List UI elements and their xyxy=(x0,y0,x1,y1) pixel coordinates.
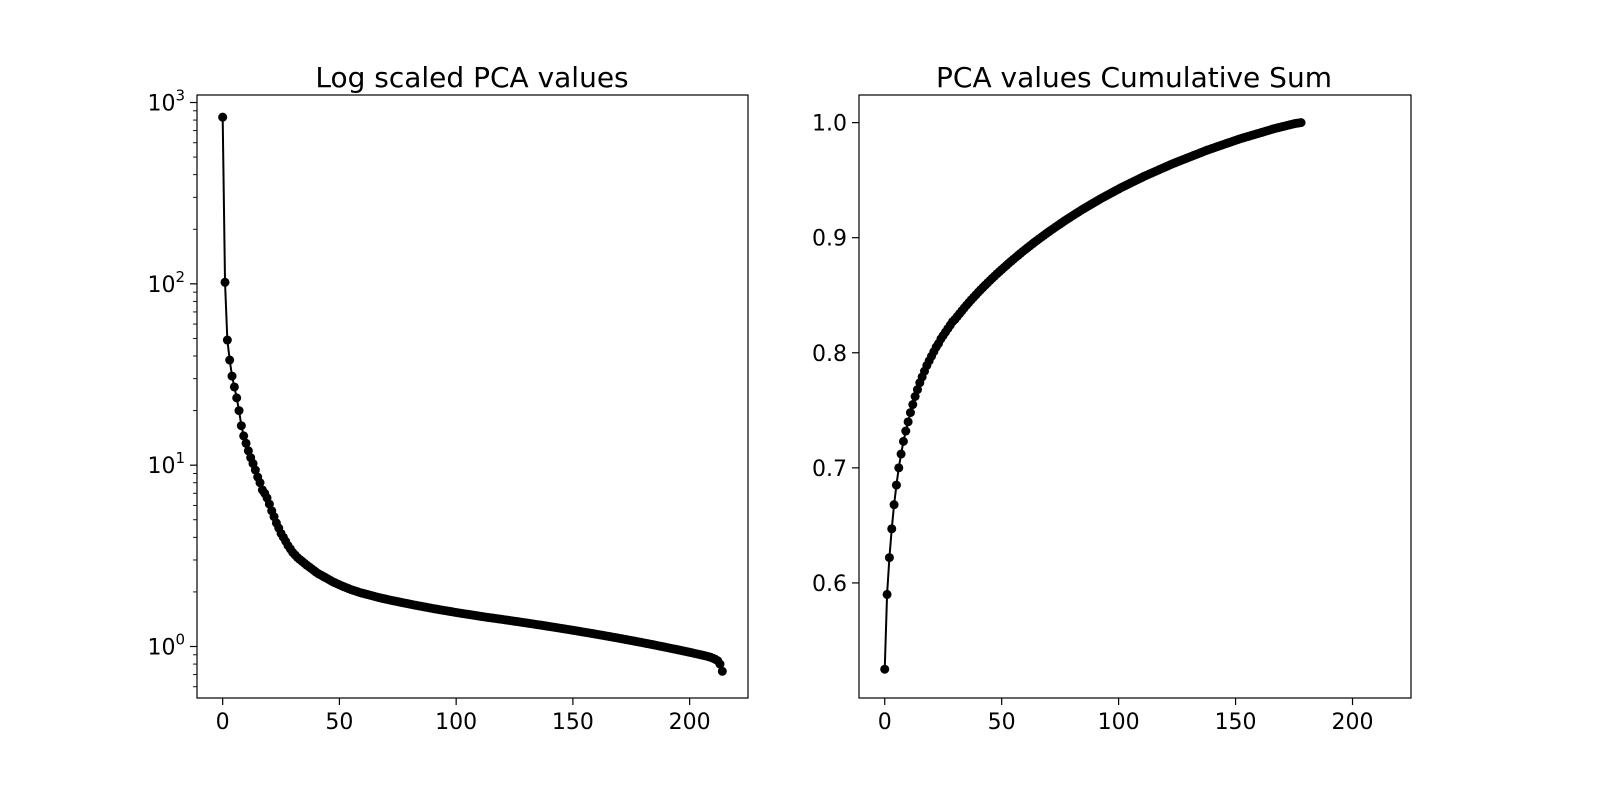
series-line xyxy=(223,117,723,671)
x-tick-label: 0 xyxy=(878,710,892,735)
data-point xyxy=(885,553,894,562)
data-point xyxy=(237,421,246,430)
data-point xyxy=(1297,118,1306,127)
y-tick-label: 1.0 xyxy=(812,112,847,137)
data-point xyxy=(906,408,915,417)
chart-title: Log scaled PCA values xyxy=(315,61,628,94)
y-axis: 100 101 102 103 xyxy=(147,87,197,687)
data-point xyxy=(232,393,241,402)
y-tick-label: 101 xyxy=(147,449,185,479)
x-tick-label: 150 xyxy=(1215,710,1257,735)
x-axis: 0 50 100 150 200 xyxy=(216,698,711,735)
data-point xyxy=(890,500,899,509)
y-tick-label: 103 xyxy=(147,87,185,117)
data-point xyxy=(218,113,227,122)
y-tick-label: 0.7 xyxy=(812,457,847,482)
data-point xyxy=(894,463,903,472)
data-point xyxy=(223,336,232,345)
x-tick-label: 100 xyxy=(435,710,477,735)
x-tick-label: 100 xyxy=(1098,710,1140,735)
axes-frame xyxy=(197,95,748,698)
data-point xyxy=(887,524,896,533)
data-point xyxy=(221,278,230,287)
cumulative-sum-panel: PCA values Cumulative Sum 0 50 100 150 200 0… xyxy=(812,61,1411,735)
data-point xyxy=(897,450,906,459)
y-axis: 0.6 0.7 0.8 0.9 1.0 xyxy=(812,112,859,597)
data-point xyxy=(904,417,913,426)
plot-area xyxy=(218,113,727,676)
x-tick-label: 50 xyxy=(325,710,353,735)
data-point xyxy=(225,356,234,365)
x-tick-label: 150 xyxy=(552,710,594,735)
y-tick-label: 0.9 xyxy=(812,227,847,252)
x-axis: 0 50 100 150 200 xyxy=(878,698,1374,735)
x-tick-label: 50 xyxy=(988,710,1016,735)
x-tick-label: 200 xyxy=(1332,710,1374,735)
x-tick-label: 0 xyxy=(216,710,230,735)
data-point xyxy=(228,372,237,381)
chart-title: PCA values Cumulative Sum xyxy=(936,61,1332,94)
data-point xyxy=(883,590,892,599)
y-tick-label: 102 xyxy=(147,268,185,298)
data-point xyxy=(892,481,901,490)
plot-area xyxy=(880,118,1305,674)
y-tick-label: 0.8 xyxy=(812,342,847,367)
data-point xyxy=(718,667,727,676)
x-tick-label: 200 xyxy=(669,710,711,735)
data-point xyxy=(235,406,244,415)
y-tick-label: 0.6 xyxy=(812,572,847,597)
y-tick-label: 100 xyxy=(147,631,185,661)
data-point xyxy=(908,400,917,409)
data-point xyxy=(901,427,910,436)
log-pca-panel: Log scaled PCA values 0 50 100 150 200 10010… xyxy=(147,61,748,735)
data-point xyxy=(880,665,889,674)
data-point xyxy=(899,437,908,446)
data-point xyxy=(230,382,239,391)
